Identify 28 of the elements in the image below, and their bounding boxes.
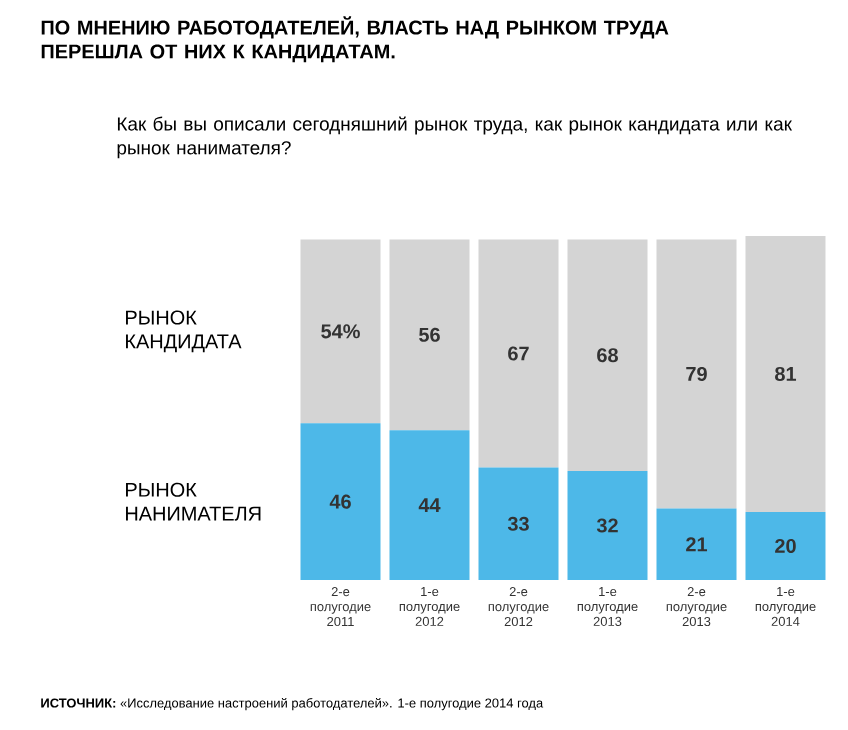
data-label: 81: [775, 366, 797, 381]
data-label: 56: [419, 327, 440, 342]
bar: [389, 430, 470, 581]
data-label: 20: [775, 538, 796, 553]
bar: [300, 239, 381, 424]
data-label: 67: [508, 346, 529, 361]
bar: [300, 423, 381, 581]
bar: [478, 467, 559, 581]
bar: [745, 511, 826, 581]
data-label: 44: [418, 498, 441, 512]
bar: [389, 239, 470, 431]
data-label: 79: [686, 366, 707, 381]
data-label: 46: [329, 494, 351, 509]
bar: [656, 239, 737, 509]
bar: [656, 508, 737, 581]
data-label: 32: [596, 518, 618, 533]
text: РЫНОК КАНДИДАТА: [126, 310, 242, 353]
data-label: 68: [597, 348, 618, 363]
bar: [567, 471, 648, 581]
data-label: 54%: [321, 324, 360, 339]
data-label: 21: [686, 537, 708, 552]
bar: [567, 239, 648, 472]
data-label: 33: [507, 516, 529, 531]
bar: [478, 239, 559, 468]
text: РЫНОК НАНИМАТЕЛЯ: [126, 482, 261, 521]
bar: [745, 236, 826, 512]
chart-title: ПО МНЕНИЮ РАБОТОДАТЕЛЕЙ, ВЛАСТЬ НАД РЫНКОМ ТРУДА ПЕРЕШЛА ОТ НИХ К КАНДИДАТАМ.: [41, 16, 669, 63]
chart-subtitle: Как бы вы описали сегодняшний рынок труда, как рынок кандидата или как рынок нанимателя?: [117, 116, 793, 159]
